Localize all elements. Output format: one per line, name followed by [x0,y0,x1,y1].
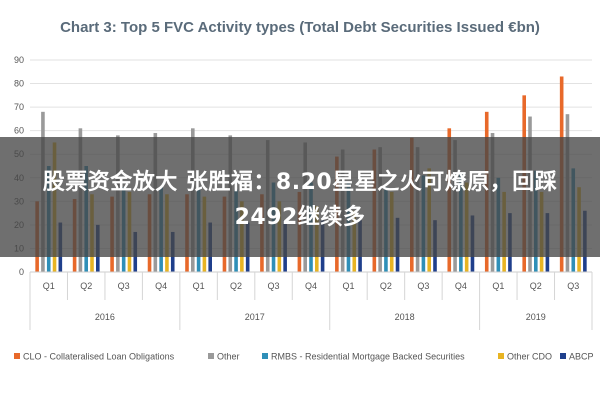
x-tick-label: Q1 [342,281,354,291]
x-tick-label: Q1 [193,281,205,291]
x-tick-label: Q3 [567,281,579,291]
x-tick-label: Q4 [155,281,167,291]
year-label: 2019 [526,312,546,322]
x-tick-label: Q2 [230,281,242,291]
legend-label: Other [217,352,240,362]
year-label: 2018 [395,312,415,322]
legend-label: Other CDO [507,352,552,362]
legend-swatch [208,353,214,359]
overlay-subline: 2492继续多 [234,205,366,230]
legend-swatch [14,353,20,359]
x-tick-label: Q1 [492,281,504,291]
x-tick-label: Q3 [268,281,280,291]
legend-label: RMBS - Residential Mortgage Backed Secur… [271,352,465,362]
x-tick-label: Q2 [530,281,542,291]
y-tick-label: 80 [14,79,24,89]
y-tick-label: 60 [14,126,24,136]
chart-title: Chart 3: Top 5 FVC Activity types (Total… [60,19,540,36]
year-label: 2016 [95,312,115,322]
x-tick-label: Q3 [417,281,429,291]
legend-label: CLO - Collateralised Loan Obligations [23,352,175,362]
legend-swatch [262,353,268,359]
y-tick-label: 90 [14,55,24,65]
x-tick-label: Q2 [80,281,92,291]
y-tick-label: 0 [19,267,24,277]
overlay-headline: 股票资金放大 张胜福：8.20星星之火可燎原，回踩 [42,170,558,195]
legend: CLO - Collateralised Loan Obligations Oth… [14,352,594,362]
x-tick-label: Q3 [118,281,130,291]
year-label: 2017 [245,312,265,322]
x-axis: Q1 Q2 Q3 Q4 Q1 Q2 Q3 Q4 Q1 Q2 Q3 Q4 Q1 Q2 Q3 2016 2017 20… [29,271,593,330]
overlay-banner: 股票资金放大 张胜福：8.20星星之火可燎原，回踩 2492继续多 [0,137,600,257]
legend-swatch [498,353,504,359]
x-tick-label: Q4 [455,281,467,291]
legend-label: ABCP [569,352,594,362]
x-tick-label: Q4 [305,281,317,291]
y-tick-label: 70 [14,102,24,112]
x-tick-label: Q1 [43,281,55,291]
x-tick-label: Q2 [380,281,392,291]
legend-swatch [560,353,566,359]
